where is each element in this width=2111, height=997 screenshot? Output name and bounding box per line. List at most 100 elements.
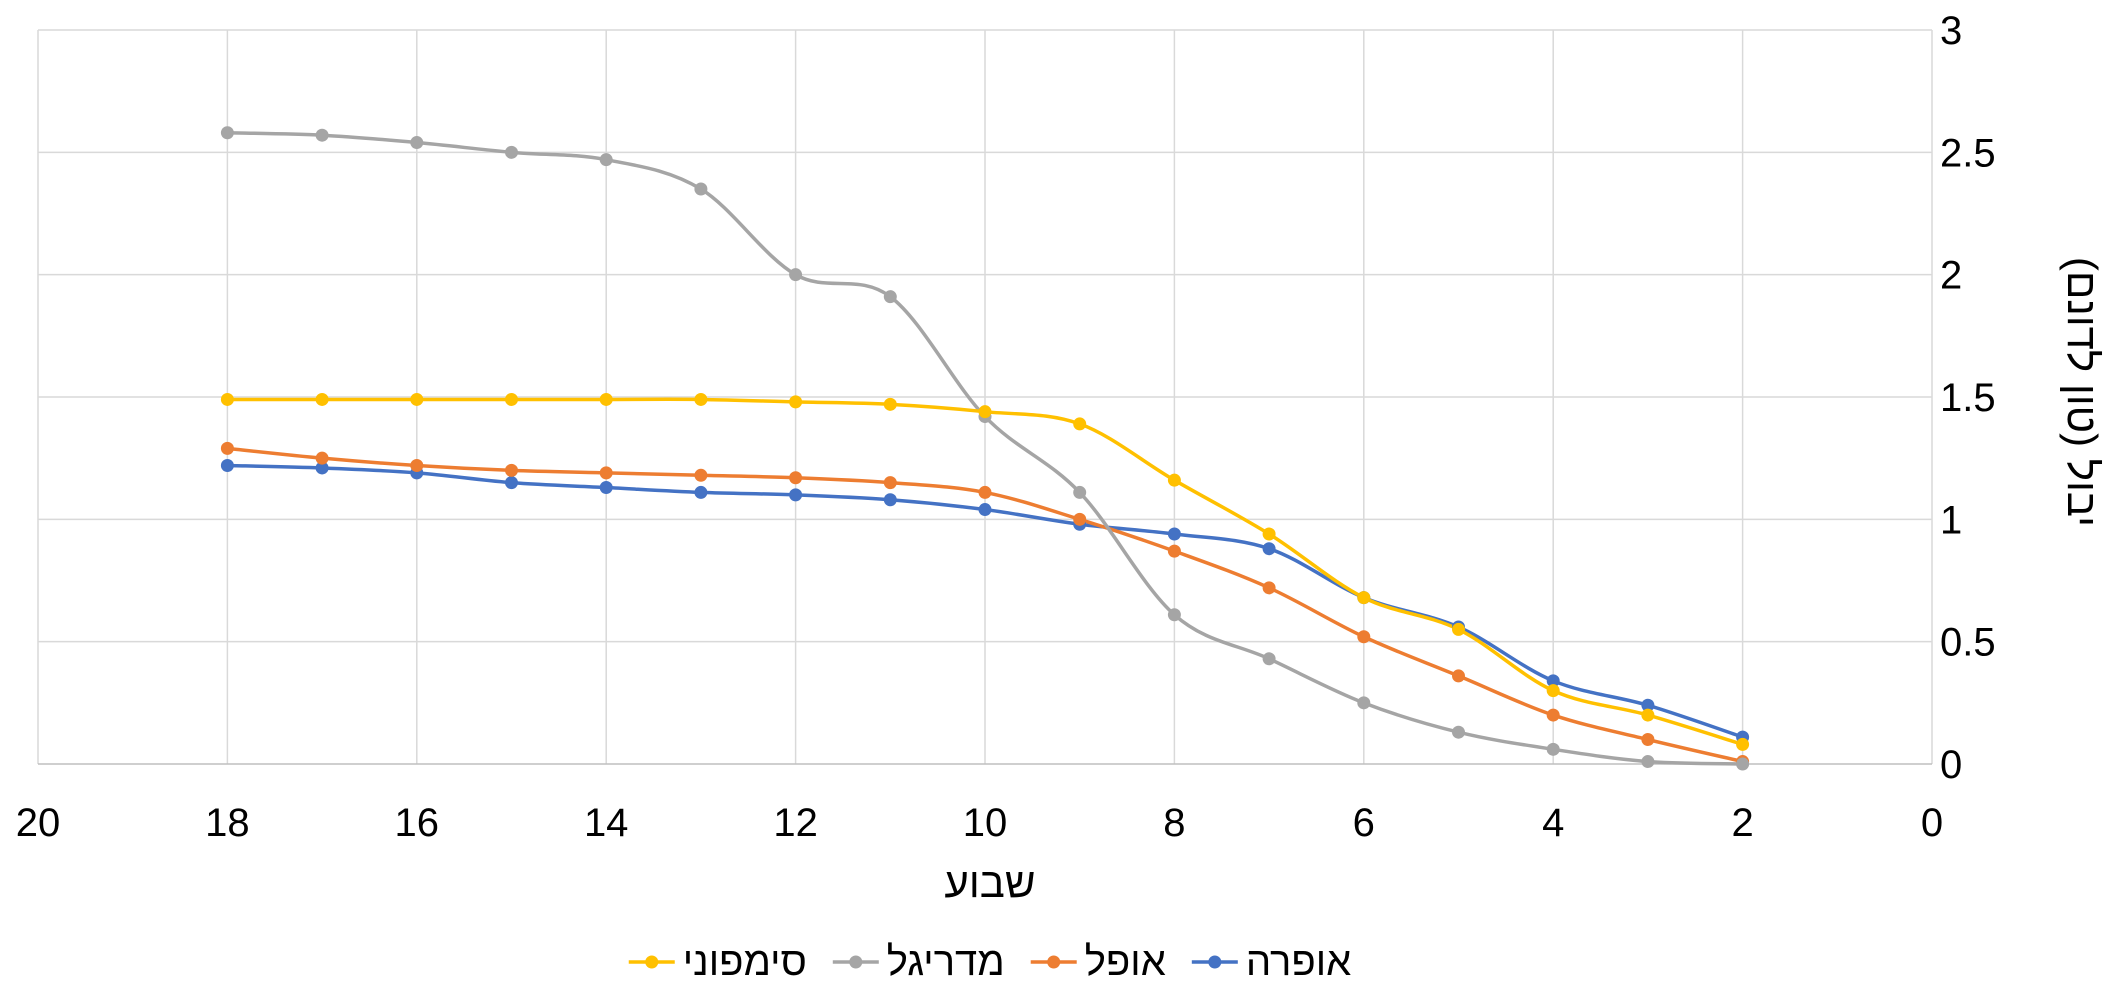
x-tick-label: 18	[205, 801, 250, 845]
data-point	[1357, 696, 1371, 710]
data-point	[883, 493, 897, 507]
data-point	[220, 126, 234, 140]
data-point	[1167, 544, 1181, 558]
x-tick-label: 8	[1163, 801, 1185, 845]
legend: אופרה אופל מדריגל סימפוני	[628, 940, 1351, 984]
x-tick-label: 6	[1353, 801, 1375, 845]
data-point	[505, 476, 518, 490]
data-point	[315, 128, 329, 142]
data-point	[1736, 757, 1750, 771]
legend-label: סימפוני	[683, 940, 807, 984]
data-point	[410, 136, 424, 150]
y-tick-label: 1.5	[1940, 376, 1996, 420]
data-point	[1262, 527, 1276, 541]
data-point	[315, 451, 329, 465]
data-point	[1546, 684, 1560, 698]
x-tick-label: 12	[773, 801, 818, 845]
legend-label: אופל	[1085, 940, 1166, 984]
data-point	[599, 392, 613, 406]
data-point	[694, 392, 708, 406]
data-point	[599, 466, 613, 480]
data-point	[505, 392, 518, 406]
data-point	[1073, 512, 1087, 526]
y-tick-label: 0.5	[1940, 621, 1996, 665]
legend-label: מדריגל	[887, 940, 1005, 984]
legend-swatch-marker	[1047, 955, 1061, 969]
data-point	[1546, 708, 1560, 722]
data-point	[789, 488, 803, 502]
series-line-3	[227, 397, 1744, 747]
legend-item: אופרה	[1191, 940, 1351, 984]
data-point	[599, 481, 613, 495]
data-points	[220, 126, 1750, 771]
data-point	[694, 485, 708, 499]
series-line-1	[227, 446, 1743, 764]
x-axis-title: שבוע	[944, 859, 1035, 906]
data-point	[1167, 473, 1181, 487]
data-point	[1641, 698, 1655, 712]
x-tick-label: 2	[1731, 801, 1753, 845]
data-point	[1073, 417, 1087, 431]
legend-item: מדריגל	[832, 940, 1005, 984]
data-point	[1357, 630, 1371, 644]
y-tick-label: 2.5	[1940, 131, 1996, 175]
x-tick-label: 20	[16, 801, 61, 845]
data-point	[1357, 591, 1371, 605]
data-point	[1167, 608, 1181, 622]
data-point	[1262, 542, 1276, 556]
x-tick-label: 10	[963, 801, 1008, 845]
data-point	[1262, 581, 1276, 595]
x-tick-label: 14	[584, 801, 629, 845]
data-point	[1452, 669, 1465, 683]
data-point	[1452, 622, 1465, 636]
legend-item: סימפוני	[628, 940, 807, 984]
data-point	[220, 459, 234, 473]
data-point	[789, 395, 803, 409]
data-point	[694, 468, 708, 482]
data-point	[410, 392, 424, 406]
data-point	[220, 441, 234, 455]
data-point	[883, 397, 897, 411]
data-point	[1167, 527, 1181, 541]
data-point	[978, 503, 992, 517]
data-point	[1073, 485, 1087, 499]
data-point	[789, 268, 803, 282]
x-tick-label: 4	[1542, 801, 1564, 845]
data-point	[1641, 733, 1655, 747]
y-axis-title: יבול (טון לדונם)	[2059, 257, 2106, 527]
legend-swatch-marker	[1208, 955, 1222, 969]
data-point	[1641, 755, 1655, 769]
data-point	[410, 459, 424, 473]
legend-swatch-marker	[645, 955, 659, 969]
y-tick-label: 0	[1940, 743, 1962, 787]
legend-label: אופרה	[1246, 940, 1351, 984]
x-tick-label: 0	[1921, 801, 1943, 845]
data-point	[1736, 737, 1750, 751]
axes	[37, 30, 1933, 765]
y-tick-label: 1	[1940, 498, 1962, 542]
data-point	[883, 476, 897, 490]
y-tick-label: 2	[1940, 254, 1962, 298]
data-point	[1452, 725, 1465, 739]
data-point	[978, 485, 992, 499]
data-point	[1546, 742, 1560, 756]
data-point	[1262, 652, 1276, 666]
legend-item: אופל	[1030, 940, 1166, 984]
data-point	[1641, 708, 1655, 722]
data-point	[505, 145, 518, 159]
data-point	[1546, 674, 1560, 688]
data-point	[883, 290, 897, 304]
tick-labels: 20 18 16 14 12 10 8 6 4 2 000.511.522.53	[16, 9, 1996, 845]
data-point	[789, 471, 803, 485]
data-point	[505, 463, 518, 477]
data-point	[694, 182, 708, 196]
data-point	[315, 392, 329, 406]
grid-lines	[38, 29, 1932, 764]
data-point	[599, 153, 613, 167]
legend-swatch-marker	[849, 955, 863, 969]
y-tick-label: 3	[1940, 9, 1962, 53]
x-tick-label: 16	[395, 801, 440, 845]
data-point	[978, 405, 992, 419]
